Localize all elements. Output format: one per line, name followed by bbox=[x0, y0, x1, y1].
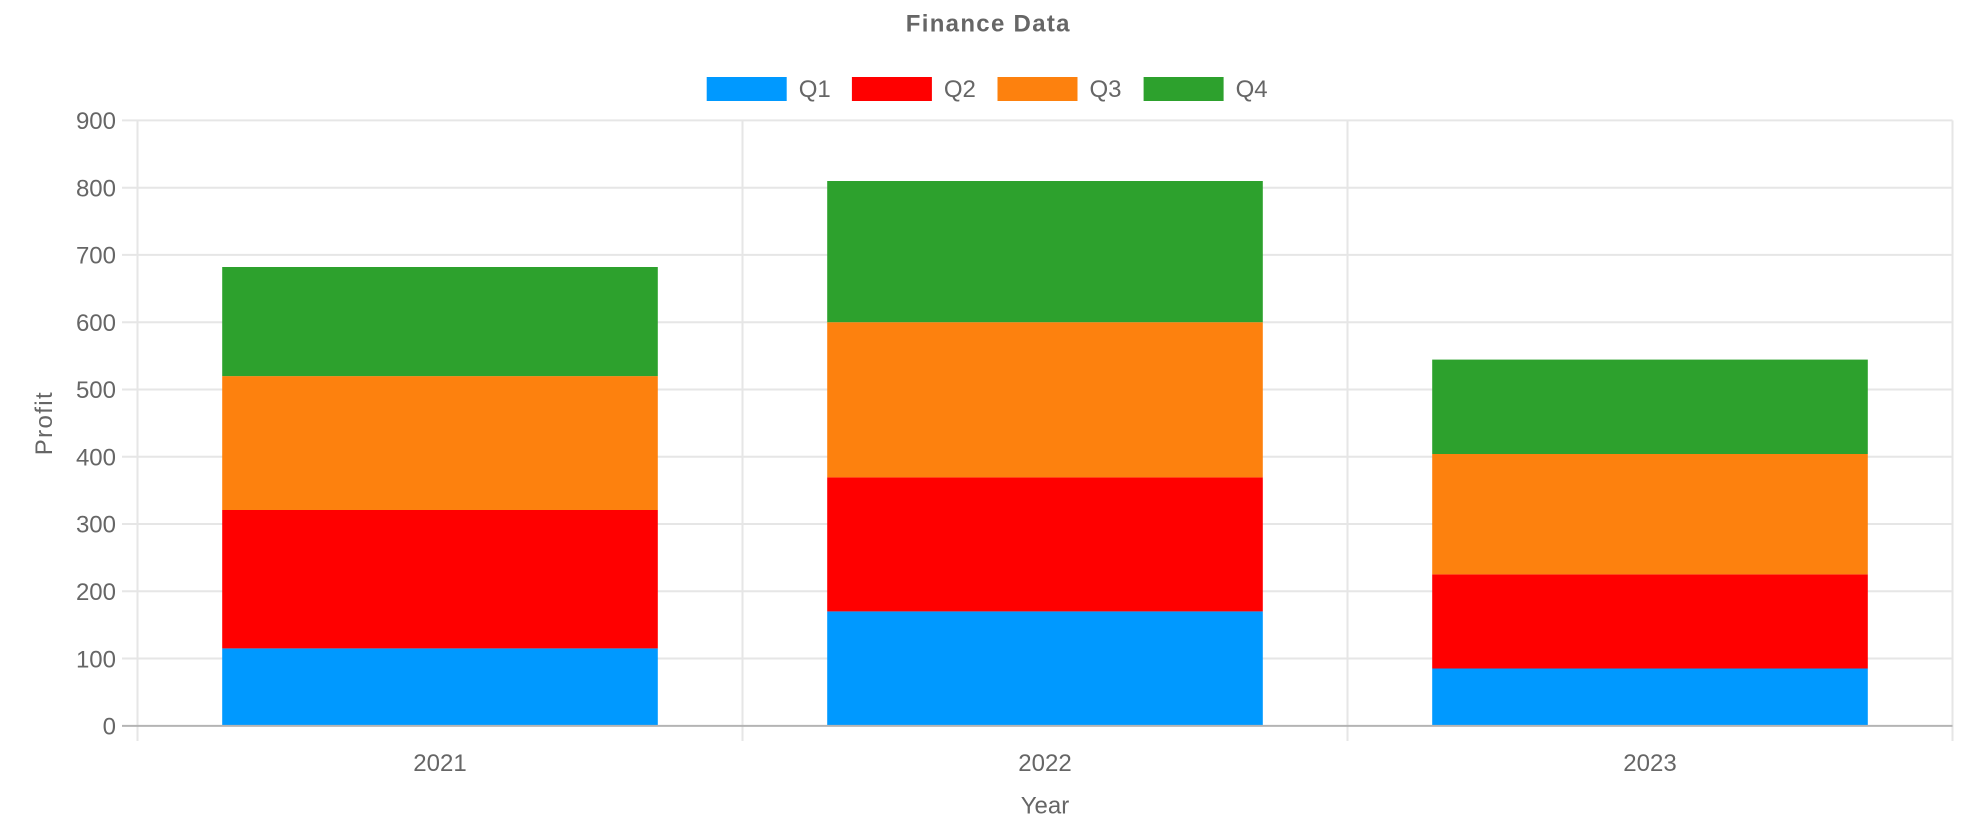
svg-text:700: 700 bbox=[76, 243, 116, 270]
svg-text:Profit: Profit bbox=[31, 391, 58, 455]
svg-text:800: 800 bbox=[76, 175, 116, 202]
svg-text:900: 900 bbox=[76, 108, 116, 135]
svg-text:Year: Year bbox=[1021, 793, 1070, 820]
svg-text:600: 600 bbox=[76, 310, 116, 337]
svg-text:0: 0 bbox=[103, 714, 116, 741]
svg-text:Q1: Q1 bbox=[799, 76, 831, 103]
svg-text:400: 400 bbox=[76, 444, 116, 471]
svg-text:Q3: Q3 bbox=[1090, 76, 1122, 103]
svg-text:2021: 2021 bbox=[413, 750, 466, 777]
svg-text:Q2: Q2 bbox=[944, 76, 976, 103]
svg-text:2023: 2023 bbox=[1623, 750, 1676, 777]
svg-text:2022: 2022 bbox=[1018, 750, 1071, 777]
svg-text:300: 300 bbox=[76, 512, 116, 539]
svg-text:Finance Data: Finance Data bbox=[906, 10, 1071, 37]
svg-text:200: 200 bbox=[76, 579, 116, 606]
svg-text:500: 500 bbox=[76, 377, 116, 404]
svg-text:100: 100 bbox=[76, 646, 116, 673]
svg-text:Q4: Q4 bbox=[1236, 76, 1268, 103]
